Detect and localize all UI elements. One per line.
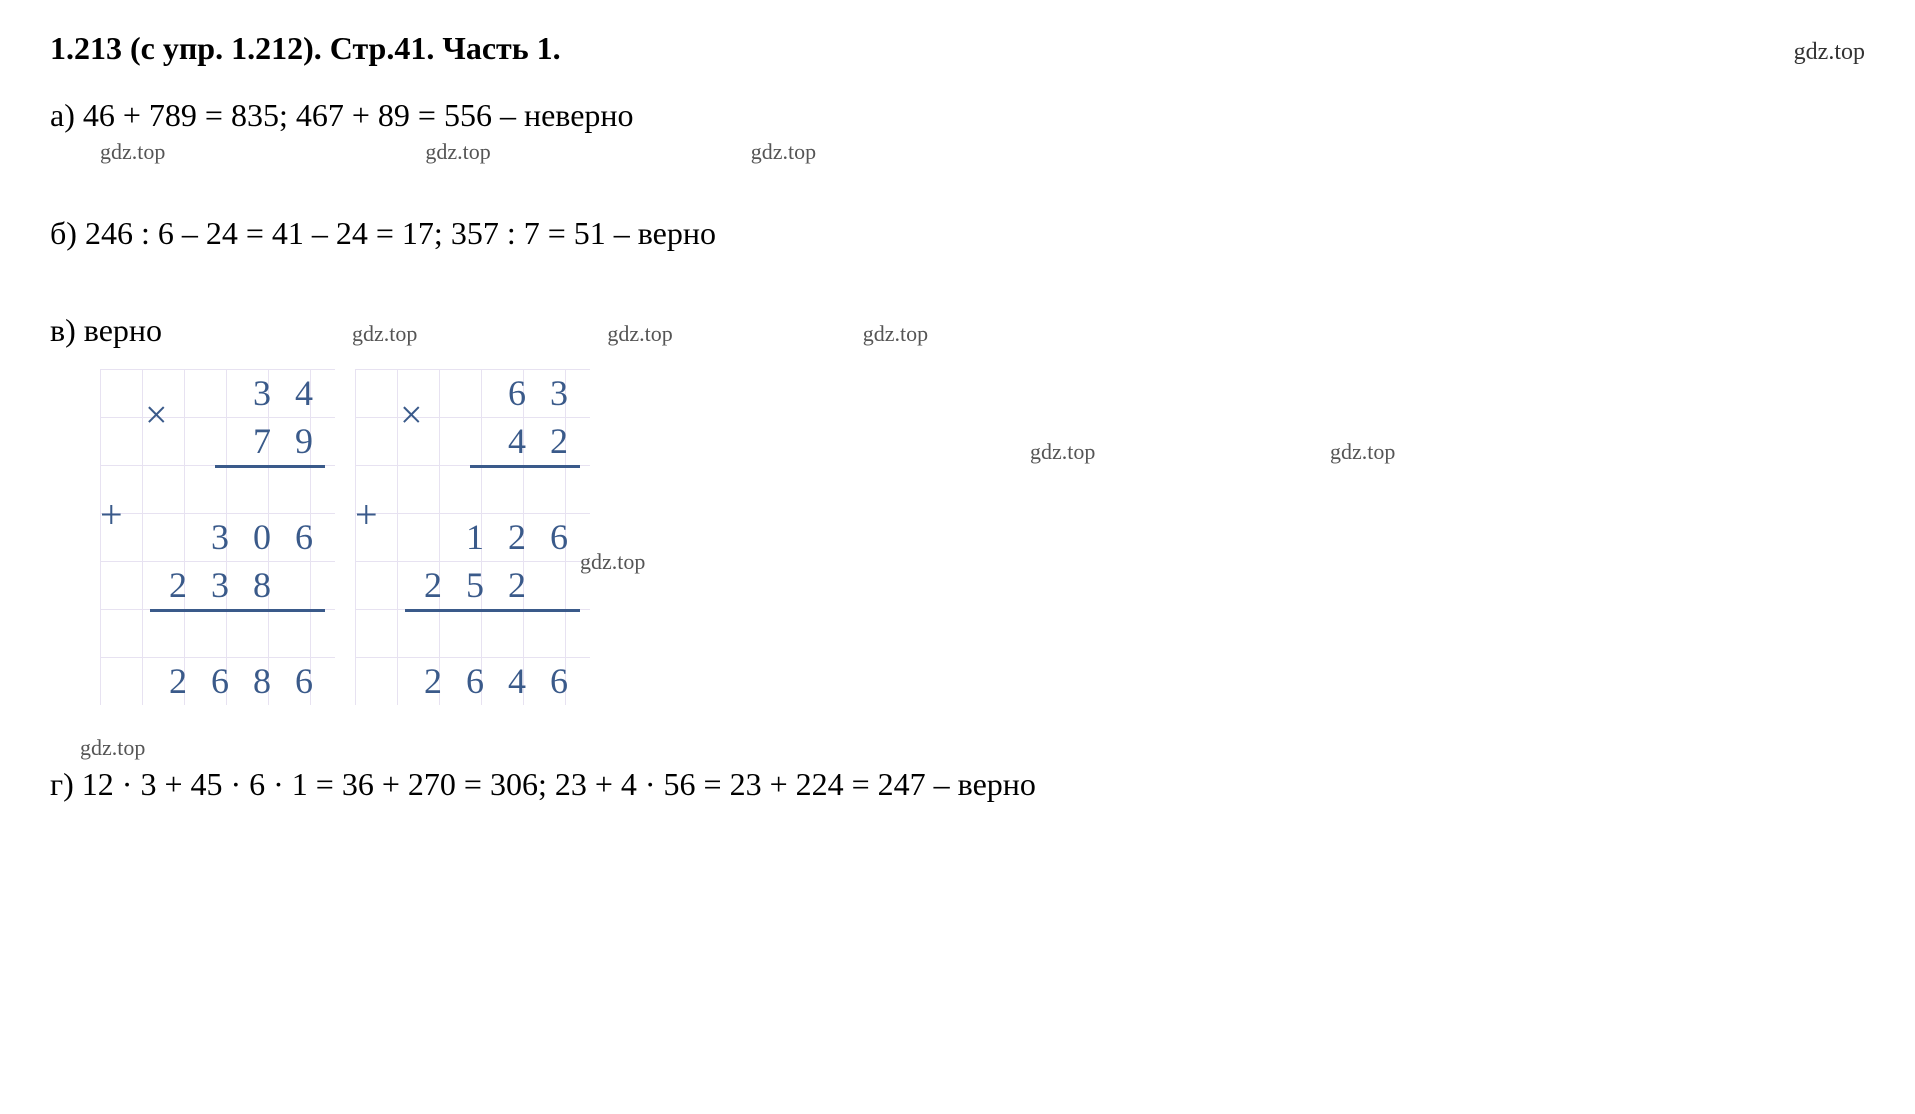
watermark: gdz.top <box>425 139 490 165</box>
page-title: 1.213 (с упр. 1.212). Стр.41. Часть 1. <box>50 30 561 67</box>
watermark: gdz.top <box>80 735 1865 761</box>
line-v-header: в) верно gdz.top gdz.top gdz.top <box>50 312 1865 349</box>
mult-row: 2 6 4 6 <box>405 657 580 705</box>
watermark-top: gdz.top <box>1794 39 1865 66</box>
plus-symbol: + <box>100 489 123 541</box>
watermark: gdz.top <box>863 321 928 347</box>
plus-symbol: + <box>355 489 378 541</box>
hline <box>215 465 325 513</box>
watermarks-row-a: gdz.top gdz.top gdz.top <box>100 139 1865 165</box>
line-b: б) 246 : 6 – 24 = 41 – 24 = 17; 357 : 7 … <box>50 215 1865 252</box>
watermark: gdz.top <box>580 549 645 575</box>
mult-row: 7 9 <box>150 417 325 465</box>
hline <box>470 465 580 513</box>
mult-row: 3 4 <box>150 369 325 417</box>
watermark: gdz.top <box>1030 439 1095 465</box>
line-g: г) 12 · 3 + 45 · 6 · 1 = 36 + 270 = 306;… <box>50 766 1865 803</box>
watermark: gdz.top <box>607 321 672 347</box>
mult-row: 2 3 8 <box>150 561 325 609</box>
mult-row: 3 0 6 <box>150 513 325 561</box>
multiplication-container: × + 3 4 7 9 3 0 6 2 <box>150 369 1865 705</box>
watermark: gdz.top <box>751 139 816 165</box>
line-a: а) 46 + 789 = 835; 467 + 89 = 556 – неве… <box>50 97 1865 134</box>
mult-row: 1 2 6 <box>405 513 580 561</box>
line-v-label: в) верно <box>50 312 162 349</box>
mult-row: 2 5 2 <box>405 561 580 609</box>
multiplication-block-1: × + 3 4 7 9 3 0 6 2 <box>150 369 325 705</box>
watermark: gdz.top <box>1330 439 1395 465</box>
multiplication-block-2: × + 6 3 4 2 1 2 6 2 <box>405 369 580 705</box>
hline <box>405 609 580 657</box>
watermark: gdz.top <box>352 321 417 347</box>
hline <box>150 609 325 657</box>
header-row: 1.213 (с упр. 1.212). Стр.41. Часть 1. g… <box>50 30 1865 67</box>
watermark: gdz.top <box>100 139 165 165</box>
mult-row: 6 3 <box>405 369 580 417</box>
mult-row: 2 6 8 6 <box>150 657 325 705</box>
mult-row: 4 2 <box>405 417 580 465</box>
